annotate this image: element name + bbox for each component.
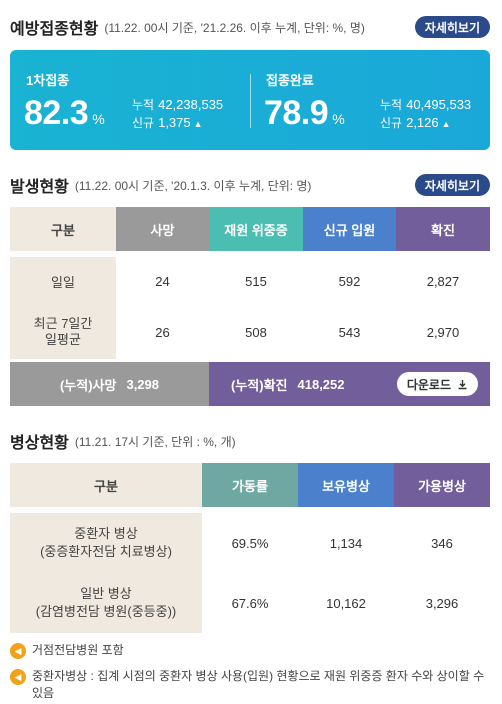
row-label-7day-avg: 최근 7일간 일평균 (10, 305, 116, 359)
general-owned: 10,162 (298, 573, 394, 633)
table-row: 일반 병상 (감염병전담 병원(중등중)) 67.6% 10,162 3,296 (10, 573, 490, 633)
row-label-general: 일반 병상 (감염병전담 병원(중등중)) (10, 573, 202, 633)
cumulative-death: (누적)사망 3,298 (10, 362, 209, 406)
beds-table-header: 구분 가동률 보유병상 가용병상 (10, 463, 490, 507)
beds-header-occupancy: 가동률 (202, 463, 298, 507)
table-row: 일일 24 515 592 2,827 (10, 257, 490, 305)
daily-death: 24 (116, 257, 209, 305)
general-occupancy: 67.6% (202, 573, 298, 633)
table-row: 중환자 병상 (중증환자전담 치료병상) 69.5% 1,134 346 (10, 513, 490, 573)
first-dose-percent: 82.3% (24, 94, 105, 132)
avg-new-admission: 543 (303, 305, 396, 359)
avg-death: 26 (116, 305, 209, 359)
speaker-icon: ◀ (10, 669, 26, 685)
general-available: 3,296 (394, 573, 490, 633)
occurrence-header: 발생현황 (11.22. 00시 기준, '20.1.3. 이후 누계, 단위:… (10, 172, 492, 198)
cumulative-confirmed: (누적)확진 418,252 다운로드 (209, 362, 490, 406)
vaccination-title: 예방접종현황 (10, 21, 99, 38)
occurrence-table-header: 구분 사망 재원 위중증 신규 입원 확진 (10, 207, 490, 251)
vaccination-divider (250, 74, 251, 128)
header-category: 구분 (10, 207, 116, 251)
complete-dose-panel: 접종완료 78.9% 누적 40,495,533 신규 2,126 ▲ (250, 50, 490, 150)
download-button[interactable]: 다운로드 (396, 372, 478, 396)
icu-owned: 1,134 (298, 513, 394, 573)
avg-severe: 508 (209, 305, 303, 359)
row-label-daily: 일일 (10, 257, 116, 305)
occurrence-subtitle: (11.22. 00시 기준, '20.1.3. 이후 누계, 단위: 명) (74, 178, 312, 193)
first-dose-cumulative: 누적 42,238,535 (132, 97, 224, 112)
daily-new-admission: 592 (303, 257, 396, 305)
beds-title: 병상현황 (10, 435, 69, 452)
header-severe: 재원 위중증 (209, 207, 303, 251)
daily-severe: 515 (209, 257, 303, 305)
header-new-admission: 신규 입원 (303, 207, 396, 251)
note-item: ◀ 거점전담병원 포함 (10, 642, 492, 659)
header-confirmed: 확진 (396, 207, 490, 251)
note-item: ◀ 중환자병상 : 집계 시점의 중환자 병상 사용(입원) 현황으로 재원 위… (10, 668, 492, 702)
vaccination-header: 예방접종현황 (11.22. 00시 기준, '21.2.26. 이후 누계, … (10, 14, 492, 40)
complete-dose-cumulative: 누적 40,495,533 (380, 97, 472, 112)
beds-header-owned: 보유병상 (298, 463, 394, 507)
beds-table: 구분 가동률 보유병상 가용병상 중환자 병상 (중증환자전담 치료병상) 69… (10, 463, 490, 633)
table-row: 최근 7일간 일평균 26 508 543 2,970 (10, 305, 490, 359)
beds-header-available: 가용병상 (394, 463, 490, 507)
triangle-up-icon: ▲ (193, 119, 203, 129)
header-death: 사망 (116, 207, 209, 251)
speaker-icon: ◀ (10, 643, 26, 659)
complete-dose-new: 신규 2,126 ▲ (380, 115, 451, 130)
cumulative-bar: (누적)사망 3,298 (누적)확진 418,252 다운로드 (10, 362, 490, 406)
first-dose-label: 1차접종 (26, 73, 70, 88)
complete-dose-label: 접종완료 (266, 73, 314, 88)
occurrence-title: 발생현황 (10, 179, 69, 196)
occurrence-table: 구분 사망 재원 위중증 신규 입원 확진 일일 24 515 592 2,82… (10, 207, 490, 359)
icu-available: 346 (394, 513, 490, 573)
vaccination-summary-box: 1차접종 82.3% 누적 42,238,535 신규 1,375 ▲ 접종완료 78… (10, 50, 490, 150)
first-dose-panel: 1차접종 82.3% 누적 42,238,535 신규 1,375 ▲ (10, 50, 250, 150)
beds-subtitle: (11.21. 17시 기준, 단위 : %, 개) (74, 434, 236, 449)
complete-dose-percent: 78.9% (264, 94, 345, 132)
beds-header: 병상현황 (11.21. 17시 기준, 단위 : %, 개) (10, 428, 492, 454)
row-label-icu: 중환자 병상 (중증환자전담 치료병상) (10, 513, 202, 573)
daily-confirmed: 2,827 (396, 257, 490, 305)
icu-occupancy: 69.5% (202, 513, 298, 573)
avg-confirmed: 2,970 (396, 305, 490, 359)
beds-header-category: 구분 (10, 463, 202, 507)
download-icon (458, 379, 467, 389)
vaccination-detail-button[interactable]: 자세히보기 (414, 16, 490, 38)
triangle-up-icon: ▲ (441, 119, 451, 129)
occurrence-detail-button[interactable]: 자세히보기 (414, 174, 490, 196)
first-dose-new: 신규 1,375 ▲ (132, 115, 203, 130)
vaccination-subtitle: (11.22. 00시 기준, '21.2.26. 이후 누계, 단위: %, … (104, 20, 365, 35)
